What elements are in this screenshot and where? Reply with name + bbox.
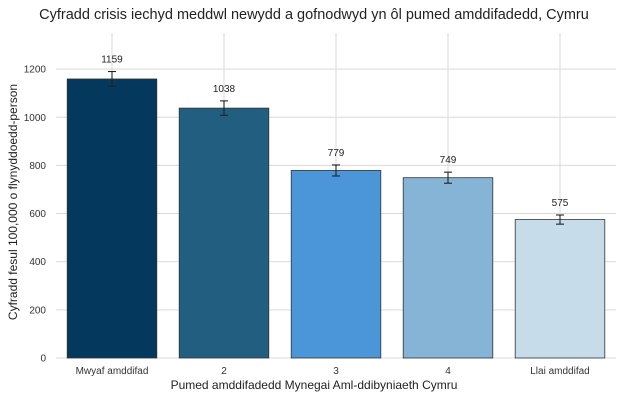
- bar: [66, 78, 158, 359]
- data-label: 1159: [101, 55, 123, 66]
- x-tick-label: 2: [221, 366, 227, 377]
- error-bars: [108, 70, 564, 225]
- x-tick-label: 3: [333, 366, 339, 377]
- bar: [402, 177, 494, 359]
- data-label: 575: [552, 198, 569, 209]
- y-tick-label: 1200: [24, 65, 47, 76]
- y-tick-label: 1000: [24, 113, 47, 124]
- data-label: 1038: [213, 84, 236, 95]
- chart-title: Cyfradd crisis iechyd meddwl newydd a go…: [39, 7, 589, 23]
- y-tick-label: 400: [29, 257, 46, 268]
- y-tick-label: 800: [29, 161, 46, 172]
- x-tick-label: Mwyaf amddifad: [76, 366, 149, 377]
- data-label: 779: [328, 148, 345, 159]
- y-axis-label: Cyfradd fesul 100,000 o flynyddoedd-pers…: [6, 84, 20, 320]
- bar: [514, 219, 606, 359]
- data-labels: 1159 1038 779 749 575: [101, 55, 569, 209]
- x-axis-label: Pumed amddifadedd Mynegai Aml-ddibyniaet…: [171, 378, 458, 392]
- x-tick-label: Llai amddifad: [530, 366, 589, 377]
- y-tick-labels: 0 200 400 600 800 1000 1200: [24, 65, 47, 365]
- x-tick-label: 4: [445, 366, 451, 377]
- data-label: 749: [440, 155, 457, 166]
- bars: [66, 78, 606, 359]
- y-tick-label: 600: [29, 209, 46, 220]
- y-tick-label: 200: [29, 305, 46, 316]
- bar: [290, 170, 382, 359]
- x-tick-labels: Mwyaf amddifad 2 3 4 Llai amddifad: [76, 366, 590, 377]
- y-tick-label: 0: [40, 354, 46, 365]
- bar: [178, 107, 270, 359]
